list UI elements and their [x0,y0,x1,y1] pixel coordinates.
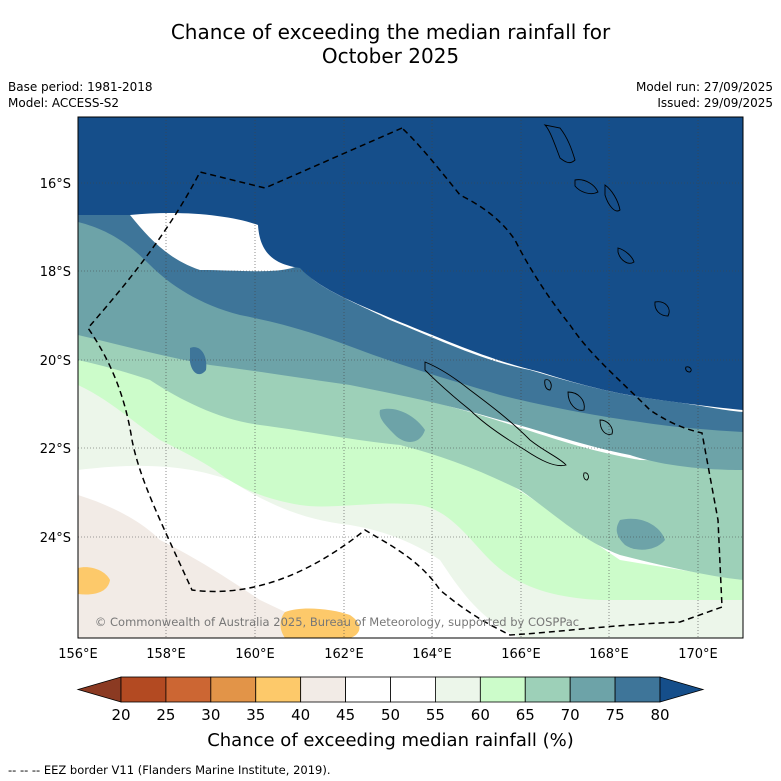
band-75-80 [78,215,743,432]
band-70-75 [78,215,743,470]
coastline-ouvea [544,379,552,391]
eez-legend: -- -- -- EEZ border V11 (Flanders Marine… [8,763,331,777]
colorbar-segment [300,676,346,703]
coastline-new-caledonia [424,361,567,467]
latitude-labels: 16°S 18°S 20°S 22°S 24°S [40,177,71,546]
coastlines [424,124,692,481]
issued-date: Issued: 29/09/2025 [657,96,773,110]
lon-label: 158°E [146,647,186,662]
lat-label: 22°S [40,442,71,457]
band-over-80 [78,117,743,410]
lon-label: 160°E [235,647,275,662]
eez-border [87,127,723,636]
map-title-line1: Chance of exceeding the median rainfall … [170,20,611,44]
map-title-line2: October 2025 [321,44,460,68]
colorbar-segment [524,676,571,703]
model-name: Model: ACCESS-S2 [8,96,120,110]
patch-35-40-west [78,567,110,595]
colorbar-tick-label: 70 [561,706,580,724]
colorbar-segment [479,676,526,703]
patch-75-80-small [190,347,207,375]
colorbar-tick-label: 50 [381,706,400,724]
colorbar-label: Chance of exceeding median rainfall (%) [207,730,574,751]
coastline-vanuatu-south [604,184,621,212]
colorbar-segment [390,676,436,703]
colorbar-under-arrow [76,676,122,703]
lat-label: 20°S [40,354,71,369]
coastline-hunter [685,366,692,373]
lat-label: 16°S [40,177,71,192]
colorbar-over-arrow [659,676,705,703]
colorbar-segment [165,676,212,703]
colorbar-tick-label: 40 [291,706,310,724]
colorbar-segment [255,676,302,703]
colorbar-segment [569,676,616,703]
colorbar-tick-label: 55 [426,706,445,724]
longitude-labels: 156°E 158°E 160°E 162°E 164°E 166°E 168°… [58,647,718,662]
coastline-matthew [654,301,670,317]
coastline-loyalty-maré [567,391,585,411]
lon-label: 156°E [58,647,98,662]
lat-label: 18°S [40,265,71,280]
colorbar-tick-label: 60 [471,706,490,724]
patch-70-75-small [379,408,425,442]
lon-label: 170°E [678,647,718,662]
colorbar-segment [435,676,481,703]
lon-label: 164°E [412,647,452,662]
lon-label: 168°E [589,647,629,662]
model-run: Model run: 27/09/2025 [635,80,773,94]
patch-35-40-south [280,608,360,638]
lon-label: 162°E [324,647,364,662]
colorbar-segment [614,676,661,703]
lat-label: 24°S [40,531,71,546]
lon-label: 166°E [501,647,541,662]
colorbar-tick-label: 45 [336,706,355,724]
colorbar-segment [345,676,391,703]
band-65-70 [78,325,743,580]
colorbar-tick-label: 20 [111,706,130,724]
base-period: Base period: 1981-2018 [8,80,153,94]
coastline-ile-des-pins [583,472,589,481]
copyright-notice: © Commonwealth of Australia 2025, Bureau… [95,615,579,629]
band-40-45 [78,495,340,638]
colorbar-tick-label: 35 [246,706,265,724]
rainfall-map: © Commonwealth of Australia 2025, Bureau… [78,117,743,638]
map-frame [77,116,744,639]
colorbar-tick-label: 75 [606,706,625,724]
colorbar-tick-label: 30 [201,706,220,724]
coastline-vanuatu-central [574,179,599,195]
colorbar: 20 25 30 35 40 45 50 55 60 65 70 75 80 [76,676,705,724]
colorbar-segment [120,676,167,703]
coastline-tanna [617,247,635,264]
colorbar-tick-label: 80 [650,706,669,724]
coastline-loyalty-lifou [599,419,613,435]
colorbar-segment [210,676,257,703]
colorbar-tick-label: 25 [156,706,175,724]
coastline-vanuatu-north [543,124,576,164]
patch-70-75-east [616,518,665,550]
colorbar-tick-label: 65 [516,706,535,724]
